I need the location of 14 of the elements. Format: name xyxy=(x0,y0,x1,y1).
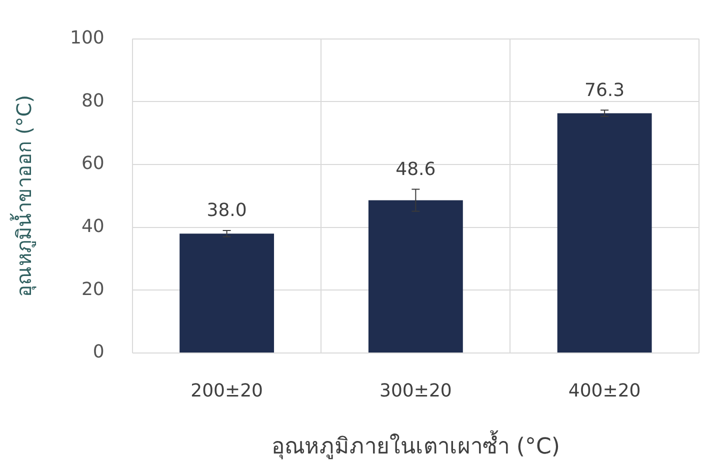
x-tick-label: 400±20 xyxy=(568,380,641,402)
y-tick-label: 80 xyxy=(81,90,104,112)
y-tick-label: 0 xyxy=(92,342,104,363)
data-label: 38.0 xyxy=(206,200,247,222)
y-tick-label: 60 xyxy=(81,153,104,174)
y-tick-label: 20 xyxy=(81,278,104,300)
x-tick-label: 300±20 xyxy=(380,380,452,402)
data-label: 48.6 xyxy=(396,158,436,180)
x-axis-title: อุณหภูมิภายในเตาเผาซ้ำ (°C) xyxy=(271,430,560,460)
x-tick-label: 200±20 xyxy=(190,380,263,402)
y-tick-label: 40 xyxy=(81,216,104,237)
y-axis-title: อุณหภูมิน้ำขาออก (°C) xyxy=(10,94,38,297)
y-tick-label: 100 xyxy=(70,27,104,48)
data-label: 76.3 xyxy=(584,80,625,101)
